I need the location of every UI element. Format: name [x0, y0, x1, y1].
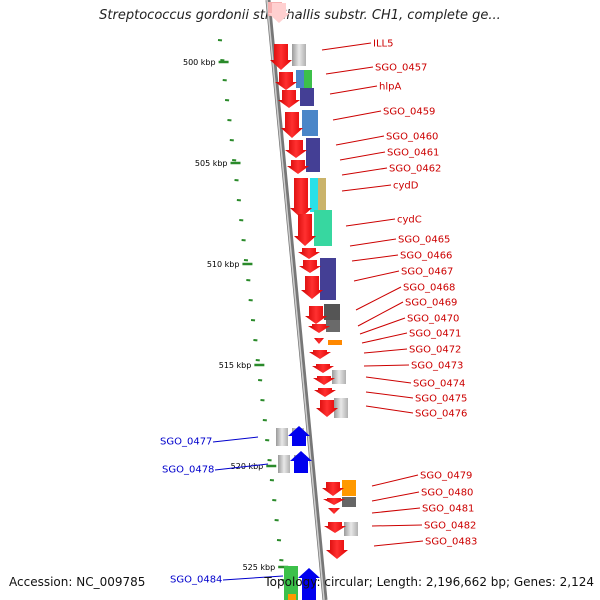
- gene-label[interactable]: SGO_0466: [400, 251, 452, 262]
- gene-label[interactable]: SGO_0459: [383, 107, 435, 118]
- gene-label[interactable]: SGO_0477: [160, 437, 212, 448]
- gene-label[interactable]: SGO_0482: [424, 521, 476, 532]
- gene-label[interactable]: SGO_0483: [425, 537, 477, 548]
- gene-label[interactable]: cydC: [397, 215, 422, 226]
- gene-label[interactable]: SGO_0472: [409, 345, 461, 356]
- gene-label[interactable]: hlpA: [379, 82, 401, 93]
- gene-label[interactable]: SGO_0470: [407, 314, 459, 325]
- reverse-strand-arrows: [268, 3, 348, 559]
- gene-label[interactable]: SGO_0462: [389, 164, 441, 175]
- gene-label[interactable]: ILL5: [373, 39, 393, 50]
- genome-summary-text: Topology: circular; Length: 2,196,662 bp…: [264, 575, 594, 589]
- gene-label[interactable]: SGO_0479: [420, 471, 472, 482]
- gene-label[interactable]: SGO_0469: [405, 298, 457, 309]
- gene-label[interactable]: SGO_0465: [398, 235, 450, 246]
- accession-text: Accession: NC_009785: [9, 575, 146, 589]
- genome-backbone: [265, 0, 328, 600]
- gene-label[interactable]: SGO_0476: [415, 409, 467, 420]
- gene-label[interactable]: SGO_0484: [170, 575, 222, 586]
- gene-label[interactable]: SGO_0481: [422, 504, 474, 515]
- ruler-tick-label: 500 kbp: [183, 58, 216, 67]
- gene-label[interactable]: SGO_0461: [387, 148, 439, 159]
- ruler-tick-label: 510 kbp: [207, 260, 240, 269]
- footer: Accession: NC_009785 Topology: circular;…: [9, 575, 594, 589]
- ruler-tick-label: 525 kbp: [243, 563, 276, 572]
- gene-label[interactable]: SGO_0474: [413, 379, 465, 390]
- position-ruler: [217, 39, 289, 600]
- forward-strand-arrows: [288, 426, 320, 600]
- gene-label[interactable]: SGO_0467: [401, 267, 453, 278]
- ruler-tick-label: 515 kbp: [219, 361, 252, 370]
- gene-label[interactable]: SGO_0478: [162, 465, 214, 476]
- gene-label[interactable]: cydD: [393, 181, 419, 192]
- map-title: Streptococcus gordonii str. Challis subs…: [99, 8, 501, 23]
- gene-label[interactable]: SGO_0473: [411, 361, 463, 372]
- gene-label[interactable]: SGO_0471: [409, 329, 461, 340]
- gene-label[interactable]: SGO_0457: [375, 63, 427, 74]
- gene-label[interactable]: SGO_0480: [421, 488, 473, 499]
- gene-label[interactable]: SGO_0460: [386, 132, 438, 143]
- gene-label[interactable]: SGO_0468: [403, 283, 455, 294]
- ruler-tick-label: 505 kbp: [195, 159, 228, 168]
- gene-label[interactable]: SGO_0475: [415, 394, 467, 405]
